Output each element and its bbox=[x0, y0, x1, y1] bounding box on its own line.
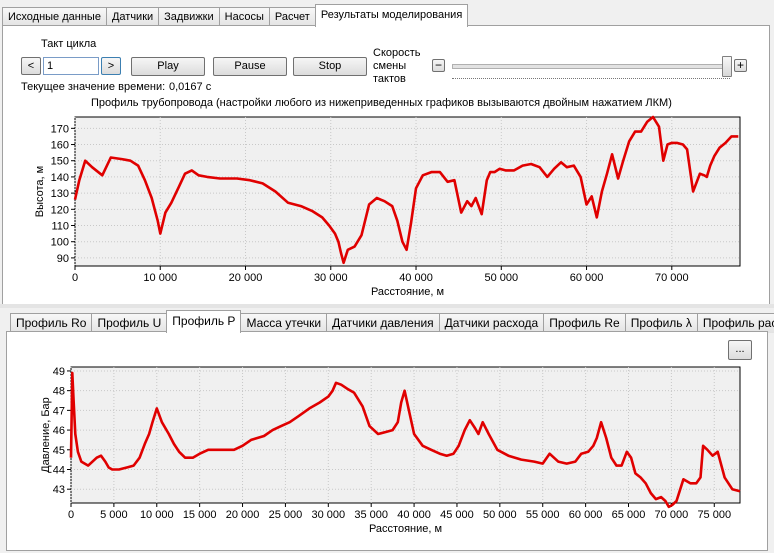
profile-p-page: ... 0 5 000 10 000 15 000 20 000 25 000 30 000… bbox=[6, 331, 768, 551]
x-tick-label: 60 000 bbox=[570, 272, 604, 284]
x-tick-label: 20 000 bbox=[229, 272, 263, 284]
pressure-chart[interactable]: 0 5 000 10 000 15 000 20 000 25 000 30 000 35 0… bbox=[7, 362, 765, 546]
y-tick-label: 150 bbox=[51, 156, 69, 168]
main-tabs: Исходные данные Датчики Задвижки Насосы … bbox=[2, 4, 469, 27]
x-tick-label: 60 000 bbox=[569, 509, 603, 521]
y-tick-label: 170 bbox=[51, 123, 69, 135]
tab-flow-sensors[interactable]: Датчики расхода bbox=[438, 313, 545, 333]
x-axis-label: Расстояние, м bbox=[371, 286, 444, 298]
x-tick-label: 65 000 bbox=[612, 509, 646, 521]
tab-valves[interactable]: Задвижки bbox=[158, 7, 220, 27]
y-tick-label: 48 bbox=[53, 386, 65, 398]
x-tick-label: 40 000 bbox=[399, 272, 433, 284]
tab-calculation[interactable]: Расчет bbox=[268, 7, 316, 27]
speed-minus-button[interactable]: − bbox=[432, 59, 445, 72]
x-tick-label: 20 000 bbox=[226, 509, 260, 521]
x-tick-label: 75 000 bbox=[697, 509, 731, 521]
x-tick-label: 30 000 bbox=[311, 509, 345, 521]
x-tick-label: 10 000 bbox=[140, 509, 174, 521]
elevation-chart[interactable]: 0 10 000 20 000 30 000 40 000 50 000 60 000 70 … bbox=[3, 111, 767, 303]
x-tick-label: 45 000 bbox=[440, 509, 474, 521]
x-tick-label: 15 000 bbox=[183, 509, 217, 521]
profile-tabs: Профиль Ro Профиль U Профиль P Масса уте… bbox=[10, 310, 774, 333]
y-tick-label: 43 bbox=[53, 484, 65, 496]
x-tick-label: 30 000 bbox=[314, 272, 348, 284]
y-tick-label: 100 bbox=[51, 237, 69, 249]
plot-area bbox=[70, 366, 741, 504]
y-tick-label: 46 bbox=[53, 425, 65, 437]
x-axis-label: Расстояние, м bbox=[369, 523, 442, 535]
tab-simulation-results[interactable]: Результаты моделирования bbox=[314, 4, 469, 27]
speed-slider-track[interactable] bbox=[452, 64, 730, 69]
cycle-input[interactable]: 1 bbox=[43, 57, 99, 75]
speed-label-2: смены bbox=[373, 60, 407, 72]
x-tick-label: 50 000 bbox=[484, 272, 518, 284]
speed-label-1: Скорость bbox=[373, 47, 421, 59]
y-tick-label: 47 bbox=[53, 405, 65, 417]
y-axis-label: Высота, м bbox=[34, 166, 46, 217]
tab-flow-profile[interactable]: Профиль расхода bbox=[696, 313, 774, 333]
y-tick-label: 44 bbox=[53, 464, 65, 476]
time-label: Текущее значение времени: bbox=[21, 81, 166, 93]
x-tick-label: 25 000 bbox=[269, 509, 303, 521]
tab-sensors[interactable]: Датчики bbox=[105, 7, 160, 27]
next-cycle-button[interactable]: > bbox=[101, 57, 121, 75]
play-button[interactable]: Play bbox=[131, 57, 205, 76]
tab-profile-u[interactable]: Профиль U bbox=[91, 313, 168, 333]
tab-profile-p[interactable]: Профиль P bbox=[166, 310, 242, 333]
x-tick-label: 5 000 bbox=[100, 509, 128, 521]
x-tick-label: 55 000 bbox=[526, 509, 560, 521]
y-axis-label: Давление, Бар bbox=[40, 397, 52, 473]
tab-leak-mass[interactable]: Масса утечки bbox=[240, 313, 328, 333]
tab-pressure-sensors[interactable]: Датчики давления bbox=[326, 313, 440, 333]
tab-profile-ro[interactable]: Профиль Ro bbox=[10, 313, 93, 333]
x-tick-label: 10 000 bbox=[143, 272, 177, 284]
series-line bbox=[73, 115, 739, 265]
y-tick-label: 160 bbox=[51, 140, 69, 152]
stop-button[interactable]: Stop bbox=[293, 57, 367, 76]
speed-label-3: тактов bbox=[373, 73, 406, 85]
tab-profile-lambda[interactable]: Профиль λ bbox=[624, 313, 698, 333]
cycle-label: Такт цикла bbox=[41, 38, 97, 50]
speed-plus-button[interactable]: + bbox=[734, 59, 747, 72]
y-tick-label: 90 bbox=[57, 253, 69, 265]
y-tick-label: 130 bbox=[51, 188, 69, 200]
tab-input-data[interactable]: Исходные данные bbox=[2, 7, 107, 27]
y-tick-label: 120 bbox=[51, 204, 69, 216]
results-page: Такт цикла < 1 > Play Pause Stop Скорост… bbox=[2, 25, 770, 305]
speed-slider-thumb[interactable] bbox=[722, 56, 732, 77]
x-tick-label: 50 000 bbox=[483, 509, 517, 521]
x-tick-label: 40 000 bbox=[397, 509, 431, 521]
slider-ticks bbox=[452, 78, 730, 82]
tab-profile-re[interactable]: Профиль Re bbox=[543, 313, 626, 333]
x-tick-label: 35 000 bbox=[354, 509, 388, 521]
x-tick-label: 70 000 bbox=[655, 509, 689, 521]
profile-caption: Профиль трубопровода (настройки любого и… bbox=[91, 97, 672, 109]
splitter[interactable] bbox=[0, 304, 774, 308]
chart-settings-button[interactable]: ... bbox=[728, 340, 752, 360]
y-tick-label: 110 bbox=[51, 221, 69, 233]
tab-pumps[interactable]: Насосы bbox=[218, 7, 270, 27]
x-tick-label: 70 000 bbox=[655, 272, 689, 284]
y-tick-label: 49 bbox=[53, 366, 65, 378]
y-tick-label: 140 bbox=[51, 172, 69, 184]
x-tick-label: 0 bbox=[72, 272, 78, 284]
x-tick-label: 0 bbox=[68, 509, 74, 521]
y-tick-label: 45 bbox=[53, 445, 65, 457]
prev-cycle-button[interactable]: < bbox=[21, 57, 41, 75]
time-value: 0,0167 с bbox=[169, 81, 212, 93]
pause-button[interactable]: Pause bbox=[213, 57, 287, 76]
series-line bbox=[69, 371, 741, 509]
